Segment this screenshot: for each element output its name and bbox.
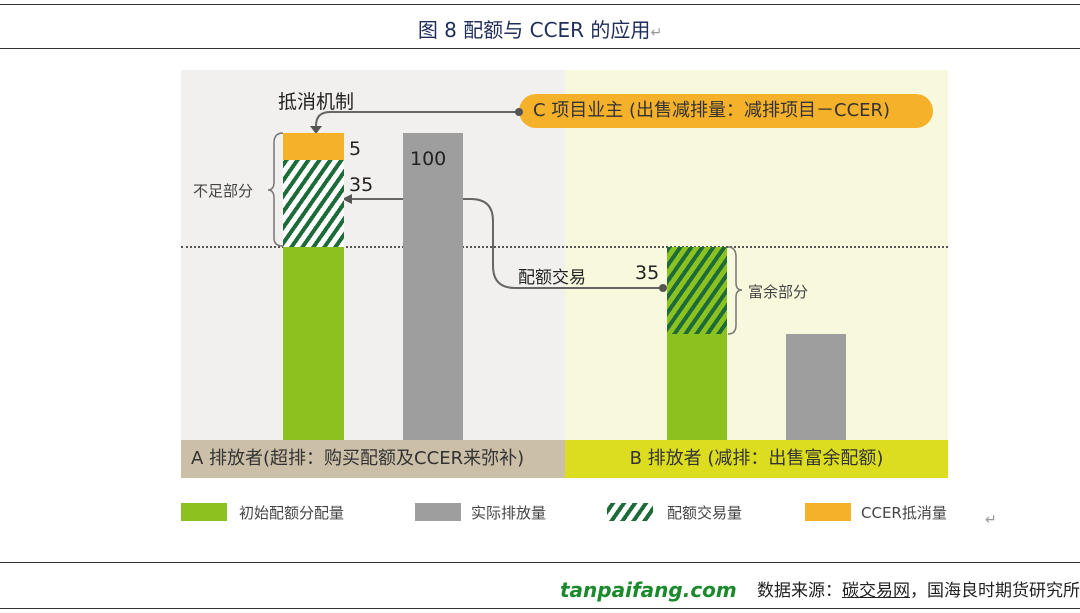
source-link[interactable]: 碳交易网 — [842, 581, 910, 601]
legend-ccer: CCER抵消量 — [861, 504, 947, 522]
value-ccer: 5 — [349, 138, 362, 160]
project-owner-pill: C 项目业主 (出售减排量：减排项目－CCER) — [519, 94, 933, 128]
legend-swatch-allocation — [181, 503, 227, 521]
bar-b-allocation — [667, 334, 727, 440]
offset-mechanism-label: 抵消机制 — [278, 91, 355, 113]
bar-a-ccer — [283, 133, 344, 160]
bar-b-actual — [786, 334, 846, 440]
return-mark: ↵ — [985, 512, 997, 528]
watermark-logo: tanpaifang.com — [560, 578, 737, 602]
shortfall-brace — [267, 132, 284, 247]
value-actual-a: 100 — [410, 148, 447, 170]
emitter-b-label: B 排放者 (减排：出售富余配额) — [565, 440, 948, 478]
bar-b-trade — [667, 247, 727, 334]
bar-a-actual — [403, 133, 463, 440]
trade-arrow — [348, 198, 663, 289]
legend-allocation: 初始配额分配量 — [239, 504, 345, 522]
legend-swatch-ccer — [805, 503, 851, 521]
ccer-arrow — [315, 111, 519, 132]
legend-swatch-actual — [415, 503, 461, 521]
trade-label: 配额交易 — [518, 268, 586, 288]
value-trade-a: 35 — [349, 174, 374, 196]
legend-swatch-trade — [607, 503, 653, 521]
panel-emitter-b — [565, 70, 948, 440]
legend-actual: 实际排放量 — [471, 504, 547, 522]
surplus-label: 富余部分 — [748, 283, 809, 301]
value-trade-b: 35 — [635, 262, 660, 284]
shortfall-label: 不足部分 — [193, 182, 254, 200]
legend-trade: 配额交易量 — [667, 504, 743, 522]
panel-emitter-a — [181, 70, 565, 440]
bar-a-trade — [283, 160, 344, 247]
surplus-brace — [727, 246, 743, 335]
emitter-a-label: A 排放者(超排：购买配额及CCER来弥补) — [181, 440, 565, 478]
source-note: 数据来源：碳交易网，国海良时期货研究所 — [757, 581, 1080, 601]
bar-a-allocation — [283, 247, 344, 440]
figure-title: 图 8 配额与 CCER 的应用↵ — [417, 18, 663, 42]
allocation-line — [181, 246, 948, 248]
